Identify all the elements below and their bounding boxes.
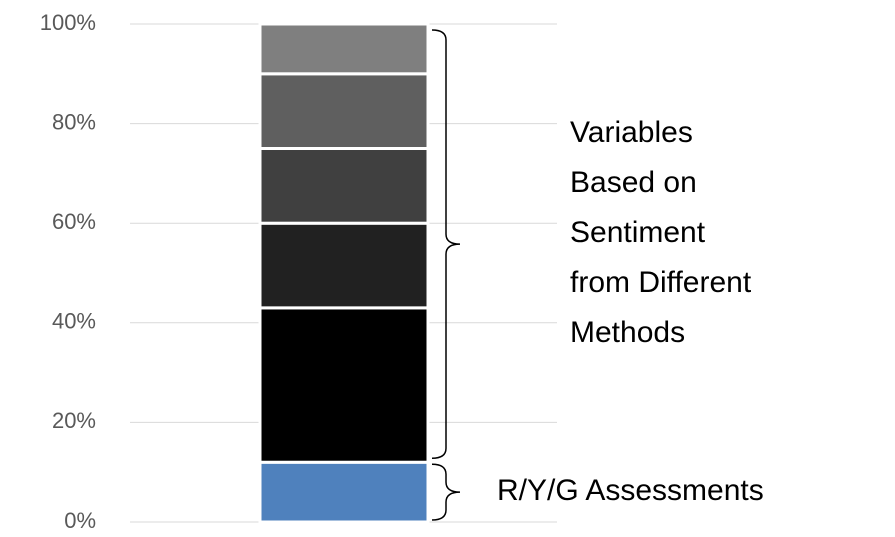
y-tick-label: 20%	[52, 408, 96, 433]
bar-segment	[258, 460, 430, 524]
annotation: R/Y/G Assessments	[497, 474, 764, 507]
y-tick-label: 80%	[52, 109, 96, 134]
y-tick-label: 0%	[64, 508, 96, 533]
annotation: from Different	[570, 266, 752, 299]
y-tick-label: 40%	[52, 309, 96, 334]
bar-segment	[258, 221, 430, 310]
bar-segment	[258, 147, 430, 225]
annotation: Based on	[570, 166, 697, 199]
y-tick-label: 100%	[40, 10, 96, 35]
brace	[431, 29, 461, 459]
bar-segment	[258, 306, 430, 464]
brace	[431, 463, 461, 521]
y-tick-label: 60%	[52, 209, 96, 234]
bar-segment	[258, 72, 430, 150]
annotation: Sentiment	[570, 216, 706, 249]
annotation: Variables	[570, 116, 693, 149]
annotation: Methods	[570, 316, 685, 349]
bar-segment	[258, 22, 430, 76]
